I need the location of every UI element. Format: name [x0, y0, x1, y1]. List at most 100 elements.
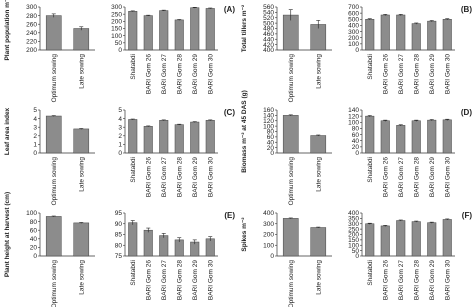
bar [442, 119, 452, 154]
y-tick-label: 20 [352, 144, 360, 151]
x-tick-label: BARI Gom 29 [192, 260, 199, 300]
panel-label: (E) [224, 211, 235, 220]
y-tick-label: 5 [118, 107, 122, 114]
y-tick-label: 80 [267, 129, 275, 136]
bar [442, 19, 452, 51]
y-tick-label: 2 [33, 133, 37, 140]
y-tick-label: 350 [348, 216, 359, 223]
y-tick-label: 80 [30, 219, 38, 226]
bar [396, 220, 406, 257]
y-tick-label: 60 [267, 134, 275, 141]
x-tick-label: BARI Gom 28 [413, 54, 420, 94]
x-tick-label: Shatabdi [367, 260, 374, 286]
y-tick-label: 2 [118, 133, 122, 140]
bar [143, 126, 153, 154]
y-tick-label: 100 [348, 41, 359, 48]
x-tick-label: Optimum sowing [51, 157, 58, 206]
y-tick-label: 300 [348, 221, 359, 228]
y-tick-label: 200 [348, 232, 359, 239]
y-tick-label: 160 [263, 107, 274, 114]
x-tick-label: BARI Gom 26 [382, 54, 389, 94]
x-tick-label: BARI Gom 30 [207, 260, 214, 300]
y-tick-label: 300 [111, 4, 122, 11]
bar [159, 120, 169, 154]
bar [73, 222, 90, 257]
x-tick-label: Shatabdi [130, 54, 137, 80]
y-tick-label: 250 [348, 226, 359, 233]
y-axis-title: Plant height at harvest (cm) [4, 192, 11, 277]
x-tick-label: BARI Gom 29 [192, 54, 199, 94]
y-tick-label: 40 [352, 138, 360, 145]
x-tick-label: BARI Gom 29 [429, 260, 436, 300]
y-tick-label: 90 [115, 221, 123, 228]
bar [282, 218, 299, 257]
x-tick-label: Optimum sowing [51, 54, 58, 103]
x-tick-label: BARI Gom 27 [398, 157, 405, 197]
y-tick-label: 80 [352, 126, 360, 133]
bar [396, 14, 406, 51]
y-tick-label: 100 [26, 210, 37, 217]
x-tick-label: BARI Gom 27 [398, 54, 405, 94]
y-tick-label: 400 [263, 210, 274, 217]
y-tick-label: 120 [348, 113, 359, 120]
y-tick-label: 60 [352, 132, 360, 139]
y-tick-label: 200 [263, 232, 274, 239]
bar [411, 221, 421, 257]
y-tick-label: 95 [115, 210, 123, 217]
y-tick-label: 500 [263, 20, 274, 27]
bar [73, 28, 90, 51]
y-tick-label: 100 [263, 242, 274, 249]
x-tick-label: BARI Gom 28 [176, 260, 183, 300]
bar [128, 11, 138, 51]
y-tick-label: 3 [33, 124, 37, 131]
bar [365, 223, 375, 257]
y-tick-label: 100 [348, 242, 359, 249]
y-tick-label: 120 [263, 118, 274, 125]
x-tick-label: Late sowing [78, 54, 85, 89]
y-tick-label: 280 [26, 13, 37, 20]
y-tick-label: 700 [348, 4, 359, 11]
y-tick-label: 50 [352, 248, 360, 255]
x-tick-label: BARI Gom 26 [145, 260, 152, 300]
x-tick-label: BARI Gom 27 [161, 157, 168, 197]
panel-label: (A) [224, 5, 235, 14]
y-tick-label: 100 [263, 123, 274, 130]
y-tick-label: 400 [348, 23, 359, 30]
bar [159, 235, 169, 257]
y-tick-label: 3 [118, 124, 122, 131]
y-tick-label: 75 [115, 253, 123, 260]
y-tick-label: 40 [267, 139, 275, 146]
bar [365, 115, 375, 154]
bar [396, 125, 406, 154]
y-tick-label: 250 [111, 11, 122, 18]
y-axis-title: Spikes m⁻² [241, 217, 248, 252]
y-tick-label: 100 [348, 119, 359, 126]
y-tick-label: 300 [263, 221, 274, 228]
x-tick-label: Late sowing [315, 157, 322, 192]
y-tick-label: 300 [348, 29, 359, 36]
y-tick-label: 0 [33, 150, 37, 157]
y-tick-label: 0 [118, 47, 122, 54]
bar [411, 120, 421, 154]
x-tick-label: BARI Gom 28 [413, 157, 420, 197]
bar [427, 20, 437, 51]
bar [205, 120, 215, 154]
bar [411, 23, 421, 51]
x-tick-label: BARI Gom 28 [176, 54, 183, 94]
bar [45, 216, 62, 257]
bar [205, 8, 215, 51]
y-tick-label: 4 [118, 116, 122, 123]
bar [380, 14, 390, 51]
x-tick-label: Shatabdi [130, 157, 137, 183]
x-tick-label: Shatabdi [367, 54, 374, 80]
x-tick-label: Optimum sowing [288, 260, 295, 307]
bar [128, 119, 138, 154]
bar [143, 229, 153, 257]
x-tick-label: BARI Gom 27 [398, 260, 405, 300]
x-tick-label: BARI Gom 30 [444, 157, 451, 197]
panel-label: (D) [461, 108, 472, 117]
panel-label: (B) [461, 5, 472, 14]
y-tick-label: 260 [26, 21, 37, 28]
bar [205, 238, 215, 257]
